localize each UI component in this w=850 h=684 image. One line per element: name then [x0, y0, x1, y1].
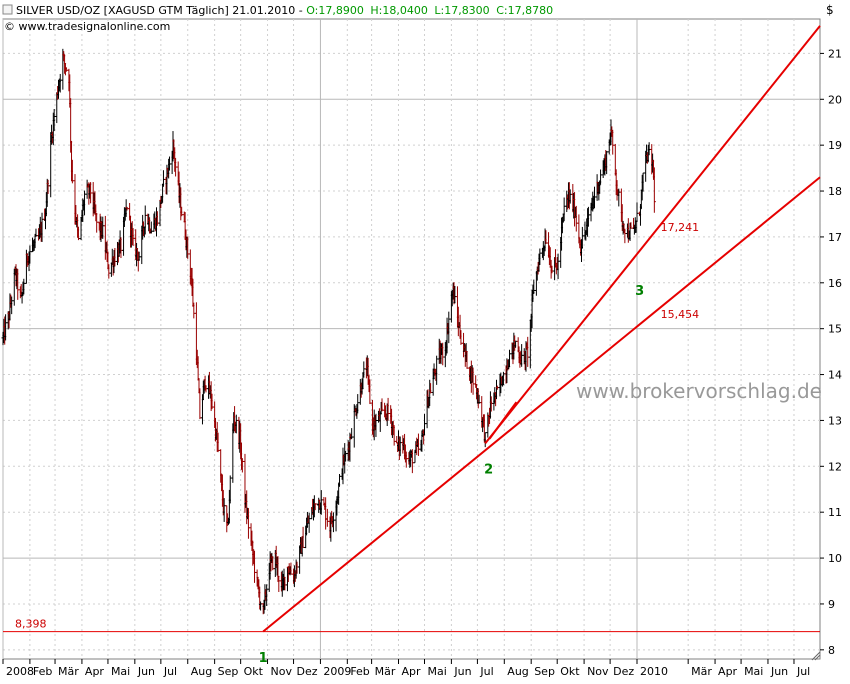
y-tick-label: 11 — [828, 506, 842, 519]
x-tick-label: Apr — [401, 665, 421, 678]
x-tick-label: Aug — [507, 665, 528, 678]
trendline-label: 17,241 — [661, 221, 700, 234]
y-tick-label: 20 — [828, 93, 842, 106]
ohlc-bar — [652, 167, 656, 213]
x-tick-label: Okt — [244, 665, 264, 678]
x-tick-label: Feb — [350, 665, 369, 678]
x-tick-label: 2010 — [640, 665, 668, 678]
ohlc-series — [1, 48, 656, 615]
x-tick-label: Apr — [85, 665, 105, 678]
x-tick-label: Apr — [718, 665, 738, 678]
trendline — [484, 25, 821, 444]
wave-label: 3 — [635, 284, 644, 299]
x-tick-label: Feb — [33, 665, 52, 678]
header-open: O:17,8900 — [306, 4, 364, 17]
x-tick-label: Mär — [691, 665, 712, 678]
wave-label: 2 — [484, 463, 493, 478]
header-low: L:17,8300 — [434, 4, 489, 17]
y-tick-label: 10 — [828, 552, 842, 565]
trendlines — [3, 25, 821, 633]
x-tick-label: Sep — [218, 665, 239, 678]
x-tick-label: 2008 — [6, 665, 34, 678]
x-tick-label: Mär — [375, 665, 396, 678]
trendline — [488, 401, 518, 440]
grid — [2, 18, 824, 664]
copyright-text: © www.tradesignalonline.com — [4, 20, 170, 33]
x-tick-label: Nov — [587, 665, 609, 678]
x-tick-label: Dez — [297, 665, 318, 678]
x-tick-label: Nov — [271, 665, 293, 678]
wave-label: 1 — [259, 651, 268, 666]
y-tick-label: 18 — [828, 185, 842, 198]
x-tick-label: Jul — [796, 665, 810, 678]
y-tick-label: 12 — [828, 460, 842, 473]
y-tick-label: 17 — [828, 231, 842, 244]
header-title: SILVER USD/OZ [XAGUSD GTM Täglich] 21.01… — [16, 4, 553, 17]
trendline — [262, 176, 821, 633]
watermark-text: www.brokervorschlag.de — [576, 379, 822, 403]
y-tick-label: 8 — [828, 644, 835, 657]
x-tick-label: Mai — [744, 665, 763, 678]
x-tick-label: Jun — [453, 665, 471, 678]
header-menu-icon[interactable] — [2, 4, 13, 15]
x-tick-label: Dez — [613, 665, 634, 678]
x-tick-label: Mai — [111, 665, 130, 678]
x-tick-label: Mär — [58, 665, 79, 678]
y-tick-label: 9 — [828, 598, 835, 611]
x-tick-label: Jul — [479, 665, 493, 678]
x-tick-label: 2009 — [323, 665, 351, 678]
x-tick-label: Sep — [534, 665, 555, 678]
header-instrument: SILVER USD/OZ [XAGUSD GTM Täglich] 21.01… — [16, 4, 306, 17]
x-tick-label: Mai — [428, 665, 447, 678]
y-tick-label: 16 — [828, 277, 842, 290]
header-close: C:17,8780 — [496, 4, 553, 17]
resize-grip-icon[interactable] — [811, 651, 821, 661]
y-tick-label: 14 — [828, 369, 842, 382]
header-high: H:18,0400 — [370, 4, 427, 17]
x-tick-label: Jul — [163, 665, 177, 678]
x-tick-label: Jun — [770, 665, 788, 678]
x-tick-label: Okt — [560, 665, 580, 678]
y-tick-label: 13 — [828, 414, 842, 427]
currency-symbol: $ — [826, 3, 834, 17]
support-line-label: 8,398 — [15, 618, 47, 631]
y-tick-label: 19 — [828, 139, 842, 152]
x-tick-label: Aug — [191, 665, 212, 678]
y-tick-label: 21 — [828, 47, 842, 60]
y-tick-label: 15 — [828, 323, 842, 336]
trendline-label: 15,454 — [661, 308, 700, 321]
x-tick-label: Jun — [137, 665, 155, 678]
